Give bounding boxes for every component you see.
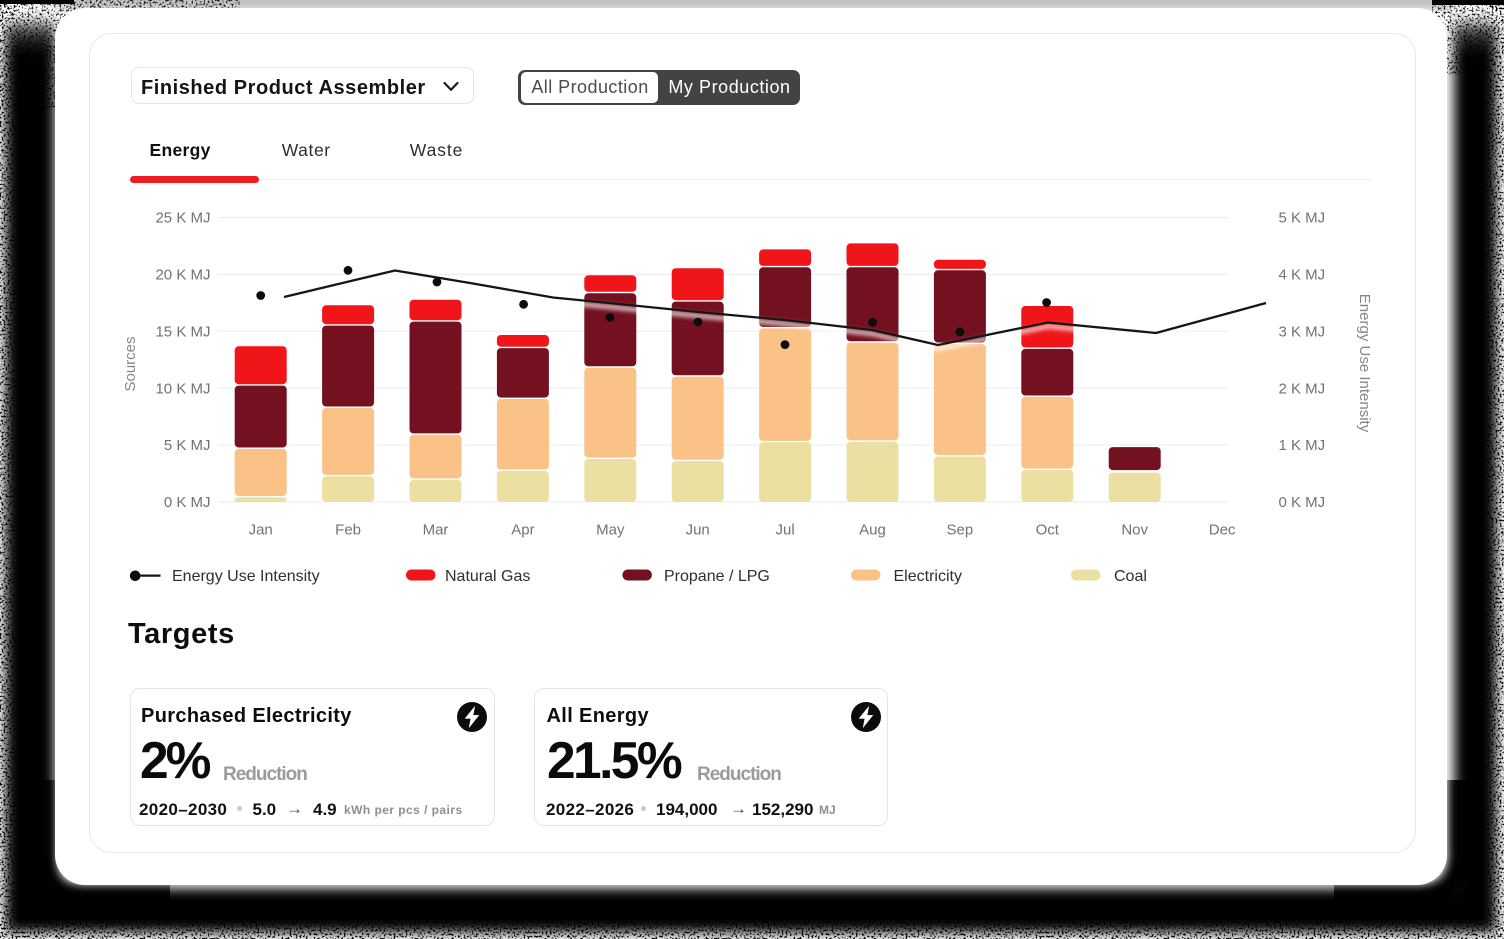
svg-text:Apr: Apr bbox=[511, 522, 534, 539]
svg-text:5 K MJ: 5 K MJ bbox=[1279, 210, 1326, 227]
svg-text:Dec: Dec bbox=[1209, 522, 1236, 539]
svg-text:Jul: Jul bbox=[776, 522, 795, 539]
svg-text:Mar: Mar bbox=[423, 522, 449, 539]
svg-text:Coal: Coal bbox=[1114, 568, 1147, 585]
svg-text:0 K MJ: 0 K MJ bbox=[164, 494, 211, 511]
svg-text:1 K MJ: 1 K MJ bbox=[1279, 437, 1326, 454]
svg-text:4 K MJ: 4 K MJ bbox=[1279, 267, 1326, 284]
svg-text:Propane / LPG: Propane / LPG bbox=[664, 568, 770, 585]
svg-text:Sources: Sources bbox=[122, 336, 139, 391]
svg-text:2 K MJ: 2 K MJ bbox=[1279, 380, 1326, 397]
svg-text:Electricity: Electricity bbox=[894, 568, 962, 585]
svg-text:10 K MJ: 10 K MJ bbox=[155, 380, 210, 397]
svg-text:Natural Gas: Natural Gas bbox=[445, 568, 530, 585]
svg-text:Aug: Aug bbox=[859, 522, 886, 539]
svg-text:Feb: Feb bbox=[335, 522, 361, 539]
svg-text:3 K MJ: 3 K MJ bbox=[1279, 323, 1326, 340]
svg-text:Energy Use Intensity: Energy Use Intensity bbox=[1356, 294, 1373, 433]
svg-text:Energy Use Intensity: Energy Use Intensity bbox=[172, 568, 320, 585]
svg-text:Oct: Oct bbox=[1036, 522, 1060, 539]
svg-text:0 K MJ: 0 K MJ bbox=[1279, 494, 1326, 511]
svg-text:Jun: Jun bbox=[686, 522, 710, 539]
svg-text:5 K MJ: 5 K MJ bbox=[164, 437, 211, 454]
svg-text:Sep: Sep bbox=[947, 522, 974, 539]
svg-text:Nov: Nov bbox=[1121, 522, 1148, 539]
svg-text:Jan: Jan bbox=[249, 522, 273, 539]
svg-text:May: May bbox=[596, 522, 625, 539]
svg-text:15 K MJ: 15 K MJ bbox=[155, 323, 210, 340]
svg-text:20 K MJ: 20 K MJ bbox=[155, 267, 210, 284]
svg-text:25 K MJ: 25 K MJ bbox=[155, 210, 210, 227]
